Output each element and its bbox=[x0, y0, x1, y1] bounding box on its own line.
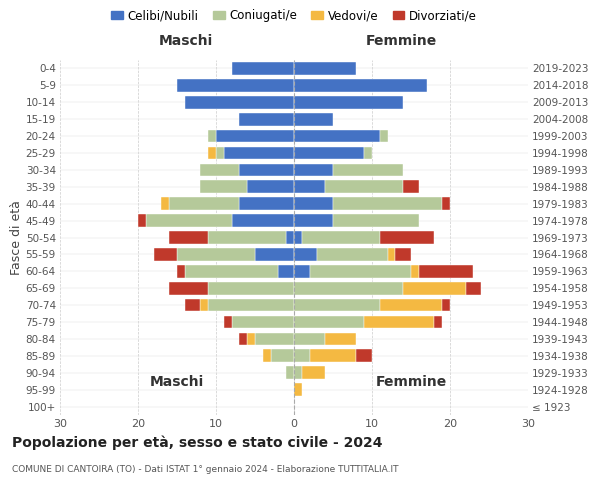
Bar bbox=[294, 282, 403, 294]
Bar bbox=[388, 248, 395, 260]
Bar bbox=[177, 79, 294, 92]
Bar bbox=[302, 231, 380, 244]
Bar bbox=[232, 62, 294, 75]
Bar bbox=[278, 265, 294, 278]
Text: Maschi: Maschi bbox=[150, 375, 204, 389]
Bar bbox=[177, 265, 185, 278]
Bar bbox=[294, 96, 403, 108]
Bar bbox=[286, 231, 294, 244]
Bar bbox=[364, 316, 434, 328]
Bar bbox=[169, 231, 208, 244]
Bar bbox=[247, 180, 294, 193]
Text: Popolazione per età, sesso e stato civile - 2024: Popolazione per età, sesso e stato civil… bbox=[12, 435, 383, 450]
Bar bbox=[411, 265, 419, 278]
Bar bbox=[200, 180, 247, 193]
Bar bbox=[434, 316, 442, 328]
Bar bbox=[239, 198, 294, 210]
Bar bbox=[255, 248, 294, 260]
Bar bbox=[294, 180, 325, 193]
Bar bbox=[294, 299, 380, 312]
Bar bbox=[294, 198, 333, 210]
Bar bbox=[302, 366, 325, 379]
Bar bbox=[224, 316, 232, 328]
Bar bbox=[239, 164, 294, 176]
Bar bbox=[232, 316, 294, 328]
Bar bbox=[395, 248, 411, 260]
Bar bbox=[325, 332, 356, 345]
Bar bbox=[294, 146, 364, 160]
Bar bbox=[271, 350, 294, 362]
Bar bbox=[380, 130, 388, 142]
Bar bbox=[442, 198, 450, 210]
Bar bbox=[161, 198, 169, 210]
Bar bbox=[255, 332, 294, 345]
Bar bbox=[294, 332, 325, 345]
Bar bbox=[216, 146, 224, 160]
Bar bbox=[294, 231, 302, 244]
Bar bbox=[216, 130, 294, 142]
Bar bbox=[200, 299, 208, 312]
Bar bbox=[247, 332, 255, 345]
Text: Femmine: Femmine bbox=[366, 34, 437, 48]
Bar bbox=[146, 214, 232, 227]
Bar bbox=[185, 265, 278, 278]
Bar bbox=[138, 214, 146, 227]
Bar bbox=[239, 113, 294, 126]
Bar bbox=[442, 299, 450, 312]
Bar bbox=[403, 282, 466, 294]
Bar bbox=[208, 231, 286, 244]
Text: COMUNE DI CANTOIRA (TO) - Dati ISTAT 1° gennaio 2024 - Elaborazione TUTTITALIA.I: COMUNE DI CANTOIRA (TO) - Dati ISTAT 1° … bbox=[12, 465, 398, 474]
Bar bbox=[294, 164, 333, 176]
Bar bbox=[364, 146, 372, 160]
Bar bbox=[294, 130, 380, 142]
Bar bbox=[154, 248, 177, 260]
Bar bbox=[310, 350, 356, 362]
Bar bbox=[208, 299, 294, 312]
Bar bbox=[177, 248, 255, 260]
Bar bbox=[200, 164, 239, 176]
Bar bbox=[294, 350, 310, 362]
Bar bbox=[169, 198, 239, 210]
Bar bbox=[333, 164, 403, 176]
Bar bbox=[239, 332, 247, 345]
Bar bbox=[232, 214, 294, 227]
Bar bbox=[294, 366, 302, 379]
Bar bbox=[185, 96, 294, 108]
Bar bbox=[333, 198, 442, 210]
Bar bbox=[403, 180, 419, 193]
Bar bbox=[208, 146, 216, 160]
Bar bbox=[185, 299, 200, 312]
Bar bbox=[294, 62, 356, 75]
Bar bbox=[224, 146, 294, 160]
Bar bbox=[317, 248, 388, 260]
Bar bbox=[419, 265, 473, 278]
Bar bbox=[294, 265, 310, 278]
Bar bbox=[294, 113, 333, 126]
Bar bbox=[356, 350, 372, 362]
Bar bbox=[294, 384, 302, 396]
Bar bbox=[380, 231, 434, 244]
Bar bbox=[380, 299, 442, 312]
Bar bbox=[294, 316, 364, 328]
Legend: Celibi/Nubili, Coniugati/e, Vedovi/e, Divorziati/e: Celibi/Nubili, Coniugati/e, Vedovi/e, Di… bbox=[111, 9, 477, 22]
Bar bbox=[286, 366, 294, 379]
Bar bbox=[333, 214, 419, 227]
Text: Maschi: Maschi bbox=[159, 34, 214, 48]
Text: Femmine: Femmine bbox=[376, 375, 446, 389]
Bar bbox=[466, 282, 481, 294]
Bar bbox=[208, 282, 294, 294]
Bar bbox=[294, 79, 427, 92]
Y-axis label: Fasce di età: Fasce di età bbox=[10, 200, 23, 275]
Bar bbox=[310, 265, 411, 278]
Bar bbox=[263, 350, 271, 362]
Bar bbox=[325, 180, 403, 193]
Bar bbox=[294, 214, 333, 227]
Bar bbox=[208, 130, 216, 142]
Bar bbox=[169, 282, 208, 294]
Bar bbox=[294, 248, 317, 260]
